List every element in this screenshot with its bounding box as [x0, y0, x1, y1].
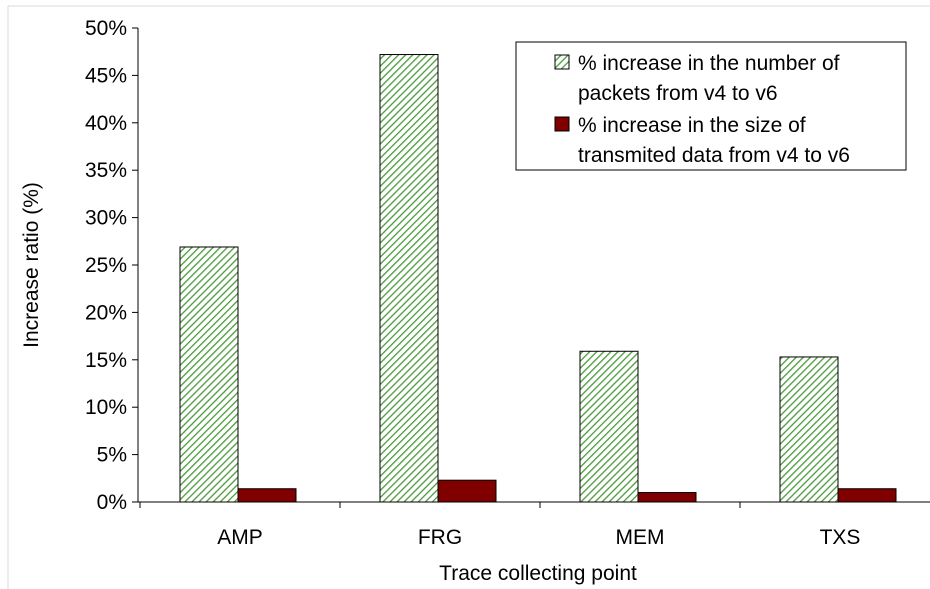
y-tick-label: 5%	[97, 444, 127, 467]
y-tick-label: 30%	[85, 207, 127, 230]
legend-swatch	[554, 54, 570, 70]
x-tick-label: MEM	[616, 526, 665, 549]
x-axis-title: Trace collecting point	[439, 562, 637, 585]
x-tick-label: FRG	[418, 526, 462, 549]
x-tick-label: AMP	[217, 526, 263, 549]
bar-packets-mem	[579, 350, 639, 503]
bar-packets-txs	[779, 356, 839, 503]
bar-packets-frg	[379, 54, 439, 503]
bar-data-size-txs	[837, 488, 897, 503]
y-axis: 0% 5% 10% 15% 20% 25% 30% 35% 40% 45% 50%	[85, 17, 139, 514]
legend-box	[515, 41, 907, 171]
legend-label: % increase in the size of	[578, 114, 806, 137]
y-tick-label: 10%	[85, 396, 127, 419]
y-tick-label: 15%	[85, 349, 127, 372]
bar-data-size-frg	[437, 479, 497, 503]
legend-label: % increase in the number of	[578, 52, 840, 75]
y-tick-label: 20%	[85, 301, 127, 324]
y-tick-label: 25%	[85, 254, 127, 277]
bar-data-size-mem	[637, 492, 697, 503]
x-tick-label: TXS	[820, 526, 861, 549]
x-axis: AMP FRG MEM TXS	[138, 501, 930, 549]
legend: % increase in the number of packets from …	[515, 41, 907, 171]
y-tick-label: 40%	[85, 112, 127, 135]
bar-data-size-amp	[237, 488, 297, 503]
bar-packets-amp	[179, 246, 239, 503]
y-tick-label: 0%	[97, 491, 127, 514]
y-tick-label: 45%	[85, 64, 127, 87]
legend-label: packets from v4 to v6	[578, 82, 778, 105]
legend-swatch	[554, 116, 570, 132]
bars	[179, 54, 897, 503]
y-tick-label: 50%	[85, 17, 127, 40]
y-tick-label: 35%	[85, 159, 127, 182]
y-axis-title: Increase ratio (%)	[20, 182, 43, 348]
legend-label: transmited data from v4 to v6	[578, 144, 850, 167]
